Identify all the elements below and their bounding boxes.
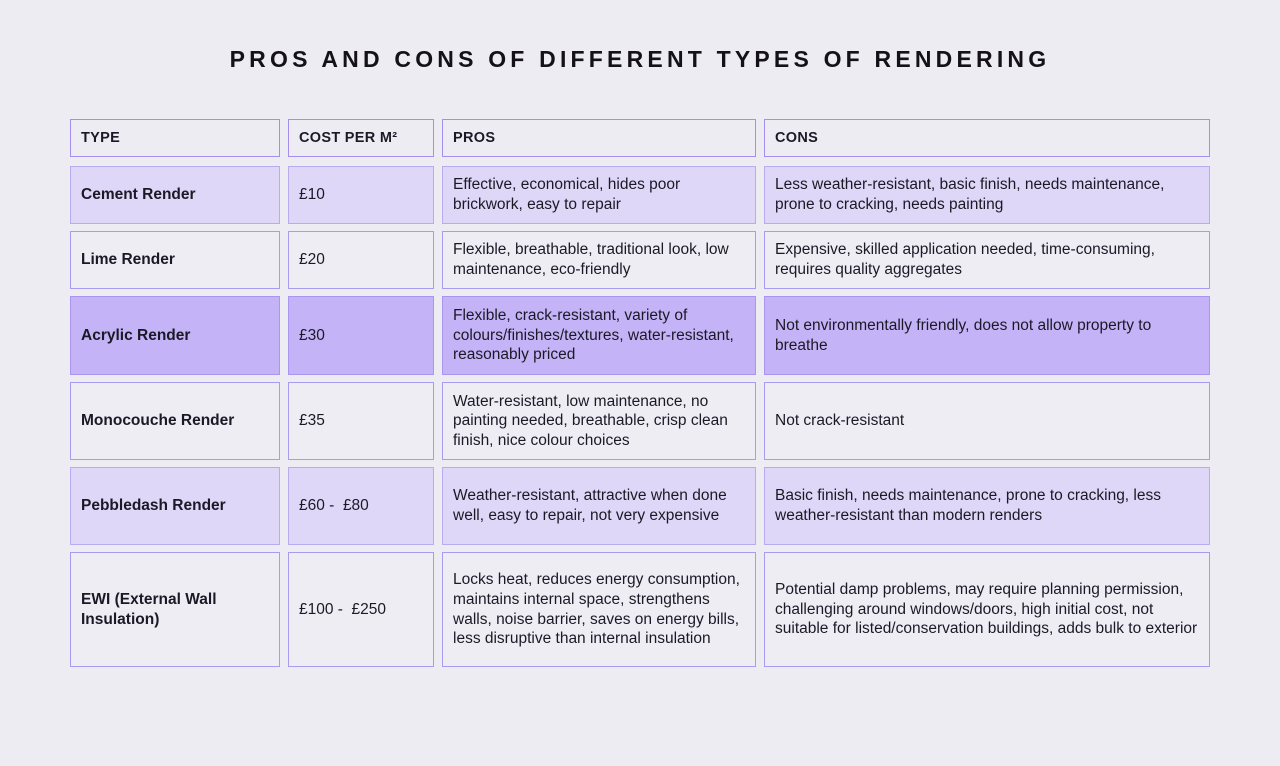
- cell-cost: £35: [288, 382, 434, 460]
- cell-cons: Not environmentally friendly, does not a…: [764, 296, 1210, 375]
- cell-pros: Locks heat, reduces energy consumption, …: [442, 552, 756, 667]
- cell-cost: £30: [288, 296, 434, 375]
- table-body: Cement Render £10 Effective, economical,…: [70, 166, 1210, 667]
- cell-pros: Flexible, crack-resistant, variety of co…: [442, 296, 756, 375]
- table-row: Lime Render £20 Flexible, breathable, tr…: [70, 231, 1210, 289]
- header-pros: PROS: [442, 119, 756, 157]
- table-row: Pebbledash Render £60 - £80 Weather-resi…: [70, 467, 1210, 545]
- cell-cost: £100 - £250: [288, 552, 434, 667]
- page: PROS AND CONS OF DIFFERENT TYPES OF REND…: [0, 46, 1280, 667]
- page-title: PROS AND CONS OF DIFFERENT TYPES OF REND…: [229, 46, 1051, 72]
- header-type: TYPE: [70, 119, 280, 157]
- cell-cons: Expensive, skilled application needed, t…: [764, 231, 1210, 289]
- header-cons: CONS: [764, 119, 1210, 157]
- table-row: Monocouche Render £35 Water-resistant, l…: [70, 382, 1210, 460]
- cell-type: Acrylic Render: [70, 296, 280, 375]
- cell-cons: Not crack-resistant: [764, 382, 1210, 460]
- cell-type: Monocouche Render: [70, 382, 280, 460]
- cell-cons: Potential damp problems, may require pla…: [764, 552, 1210, 667]
- cell-cons: Basic finish, needs maintenance, prone t…: [764, 467, 1210, 545]
- cell-cost: £20: [288, 231, 434, 289]
- cell-cost: £10: [288, 166, 434, 224]
- cell-pros: Weather-resistant, attractive when done …: [442, 467, 756, 545]
- cell-pros: Effective, economical, hides poor brickw…: [442, 166, 756, 224]
- header-cost-per-m2: COST PER M²: [288, 119, 434, 157]
- cell-type: EWI (External Wall Insulation): [70, 552, 280, 667]
- cell-pros: Flexible, breathable, traditional look, …: [442, 231, 756, 289]
- cell-cons: Less weather-resistant, basic finish, ne…: [764, 166, 1210, 224]
- cell-type: Cement Render: [70, 166, 280, 224]
- table-row: Acrylic Render £30 Flexible, crack-resis…: [70, 296, 1210, 375]
- table-row: EWI (External Wall Insulation) £100 - £2…: [70, 552, 1210, 667]
- table-header-row: TYPE COST PER M² PROS CONS: [70, 119, 1210, 157]
- cell-type: Lime Render: [70, 231, 280, 289]
- cell-pros: Water-resistant, low maintenance, no pai…: [442, 382, 756, 460]
- rendering-comparison-table: TYPE COST PER M² PROS CONS Cement Render…: [70, 119, 1210, 667]
- cell-cost: £60 - £80: [288, 467, 434, 545]
- table-row: Cement Render £10 Effective, economical,…: [70, 166, 1210, 224]
- cell-type: Pebbledash Render: [70, 467, 280, 545]
